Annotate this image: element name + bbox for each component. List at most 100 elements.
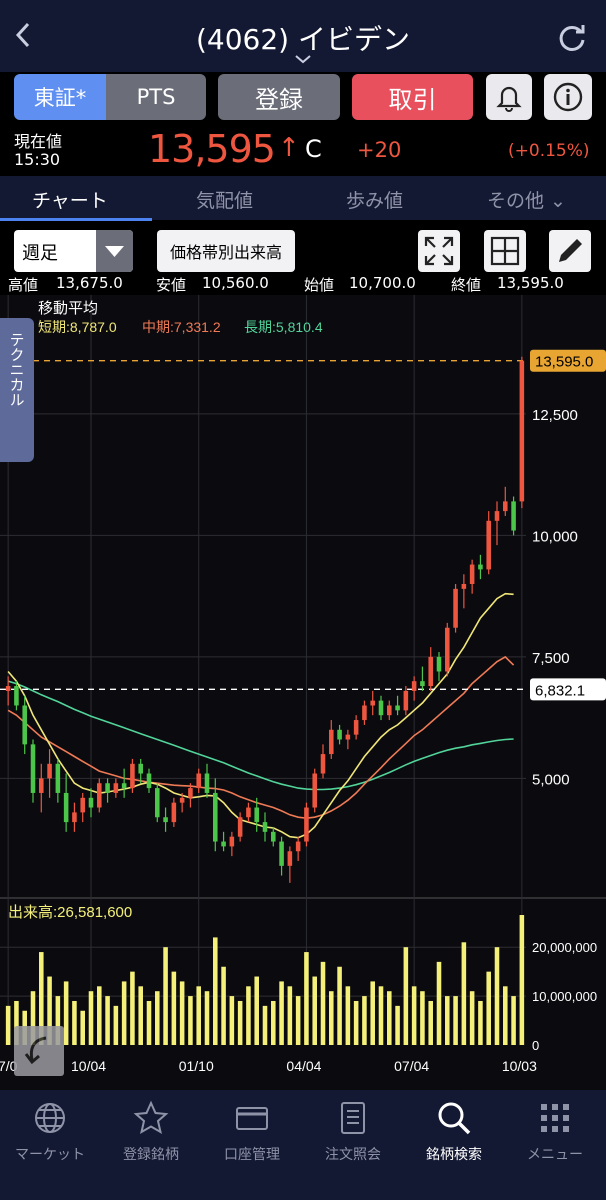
nav-orders[interactable]: 注文照会 xyxy=(303,1100,403,1164)
volume-bar xyxy=(304,952,309,1045)
close-flag: C xyxy=(305,135,322,163)
nav-search[interactable]: 銘柄検索 xyxy=(404,1100,504,1164)
tab-quote-board[interactable]: 気配値 xyxy=(196,190,254,212)
page-title[interactable]: (4062) イビデン xyxy=(195,23,410,56)
chevron-down-icon[interactable] xyxy=(294,52,312,68)
volume-bar xyxy=(113,1005,119,1045)
trade-button[interactable]: 取引 xyxy=(352,74,473,120)
volume-bar xyxy=(55,996,61,1045)
volume-bar xyxy=(494,947,500,1045)
volume-bar xyxy=(436,961,442,1045)
nav-menu[interactable]: メニュー xyxy=(505,1100,605,1164)
volume-bar xyxy=(420,991,425,1045)
collapse-arrow-icon xyxy=(24,1036,47,1065)
refresh-icon[interactable] xyxy=(556,22,588,58)
nav-account-label: 口座管理 xyxy=(224,1147,280,1163)
expand-button[interactable] xyxy=(418,230,460,272)
price-chart[interactable]: 12,500 10,000 7,500 5,000 20,000,000 10,000,0… xyxy=(0,295,606,1090)
tab-chart[interactable]: チャート xyxy=(32,190,108,212)
draw-button[interactable] xyxy=(549,230,591,272)
x-tick-label: 04/04 xyxy=(286,1058,321,1074)
nav-watchlist-label: 登録銘柄 xyxy=(123,1147,179,1163)
close-value: 13,595.0 xyxy=(497,274,564,292)
candle-body xyxy=(221,841,226,847)
volume-bar xyxy=(121,981,127,1045)
expand-icon xyxy=(424,236,454,266)
x-tick-label: 7/0 xyxy=(0,1058,18,1074)
technical-tab[interactable]: テクニカル xyxy=(0,318,34,462)
volume-bar xyxy=(221,966,226,1045)
volume-bar xyxy=(370,981,375,1045)
candle-body xyxy=(47,763,52,779)
pts-market-button[interactable]: PTS xyxy=(106,74,206,120)
register-button[interactable]: 登録 xyxy=(218,74,340,120)
volume-bar xyxy=(453,996,458,1045)
volume-bar xyxy=(80,1010,85,1045)
volume-bar xyxy=(469,991,475,1045)
info-button[interactable] xyxy=(544,74,592,120)
candle-body xyxy=(204,773,210,793)
chevron-left-icon[interactable] xyxy=(12,20,34,56)
bell-button[interactable] xyxy=(486,74,532,120)
open-value: 10,700.0 xyxy=(349,274,416,292)
candle-body xyxy=(428,656,433,687)
chart-collapse-button[interactable] xyxy=(14,1026,64,1076)
high-label: 高値 xyxy=(8,276,39,294)
volume-bar xyxy=(14,1000,19,1045)
candle-body xyxy=(196,773,201,789)
volume-bar xyxy=(88,991,94,1045)
candle-body xyxy=(163,817,168,823)
ma-long-legend: 長期:5,810.4 xyxy=(244,319,323,335)
nav-market[interactable]: マーケット xyxy=(0,1100,100,1164)
volume-bar xyxy=(428,1000,433,1045)
volume-bar xyxy=(146,1000,152,1045)
tse-market-button[interactable]: 東証* xyxy=(14,74,106,120)
x-tick-label: 10/03 xyxy=(502,1058,537,1074)
candle-body xyxy=(478,564,483,570)
layout-grid-button[interactable] xyxy=(484,230,526,272)
close-label: 終値 xyxy=(451,276,482,294)
volume-bar xyxy=(478,1000,483,1045)
volume-bar xyxy=(320,961,326,1045)
candle-body xyxy=(121,783,127,789)
candle-body xyxy=(213,792,218,842)
tab-other[interactable]: その他 ⌄ xyxy=(487,190,566,212)
volume-tick-label: 20,000,000 xyxy=(532,940,597,955)
technical-tab-label: テクニカル xyxy=(7,332,26,407)
candle-body xyxy=(97,783,102,808)
y-tick-label: 7,500 xyxy=(532,650,570,667)
volume-profile-button[interactable]: 価格帯別出来高 xyxy=(157,230,295,272)
nav-account[interactable]: 口座管理 xyxy=(202,1100,302,1164)
volume-bar xyxy=(188,996,193,1045)
volume-bar xyxy=(295,996,301,1045)
volume-bar xyxy=(287,986,293,1045)
candle-body xyxy=(494,511,500,521)
y-tick-label: 12,500 xyxy=(532,407,578,424)
candle-body xyxy=(395,705,400,711)
current-price: 13,595 xyxy=(148,127,276,171)
volume-bar xyxy=(105,996,110,1045)
candle-body xyxy=(130,763,135,789)
nav-watchlist[interactable]: 登録銘柄 xyxy=(101,1100,201,1164)
candle-body xyxy=(503,501,508,512)
tab-trade-history[interactable]: 歩み値 xyxy=(346,190,404,212)
grid-icon xyxy=(490,236,520,266)
volume-bar xyxy=(204,991,210,1045)
candle-body xyxy=(262,822,268,832)
candle-body xyxy=(146,773,152,789)
info-icon xyxy=(553,82,583,112)
volume-bar xyxy=(246,986,251,1045)
volume-bar xyxy=(213,937,218,1045)
candle-body xyxy=(237,817,243,837)
ma-title: 移動平均 xyxy=(38,300,98,317)
candle-body xyxy=(378,700,384,716)
dropdown-arrow-icon[interactable] xyxy=(96,230,133,272)
price-change-percent: (+0.15%) xyxy=(508,141,590,161)
header-bar xyxy=(0,0,606,72)
candle-body xyxy=(337,729,342,740)
volume-bar xyxy=(362,996,367,1045)
current-price-badge-label: 13,595.0 xyxy=(535,354,593,371)
tab-bar xyxy=(0,176,606,220)
candle-body xyxy=(22,705,27,745)
volume-bar xyxy=(519,915,525,1045)
